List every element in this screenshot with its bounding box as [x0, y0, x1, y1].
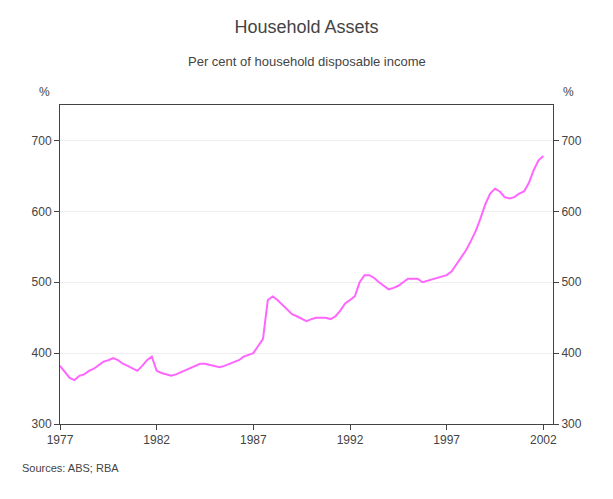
- svg-text:500: 500: [32, 275, 52, 289]
- svg-text:700: 700: [561, 134, 581, 148]
- svg-text:1997: 1997: [433, 433, 460, 447]
- svg-text:600: 600: [561, 205, 581, 219]
- svg-text:1987: 1987: [240, 433, 267, 447]
- svg-text:1992: 1992: [337, 433, 364, 447]
- svg-text:600: 600: [32, 205, 52, 219]
- svg-text:700: 700: [32, 134, 52, 148]
- svg-text:1982: 1982: [143, 433, 170, 447]
- svg-text:300: 300: [32, 417, 52, 431]
- svg-text:%: %: [39, 85, 50, 99]
- svg-text:300: 300: [561, 417, 581, 431]
- svg-text:2002: 2002: [530, 433, 557, 447]
- svg-text:Sources: ABS; RBA: Sources: ABS; RBA: [22, 462, 119, 474]
- svg-text:400: 400: [561, 346, 581, 360]
- svg-text:Per cent of household disposab: Per cent of household disposable income: [188, 54, 426, 69]
- svg-text:%: %: [563, 85, 574, 99]
- svg-text:1977: 1977: [47, 433, 74, 447]
- svg-text:Household Assets: Household Assets: [234, 17, 378, 37]
- svg-text:400: 400: [32, 346, 52, 360]
- svg-text:500: 500: [561, 275, 581, 289]
